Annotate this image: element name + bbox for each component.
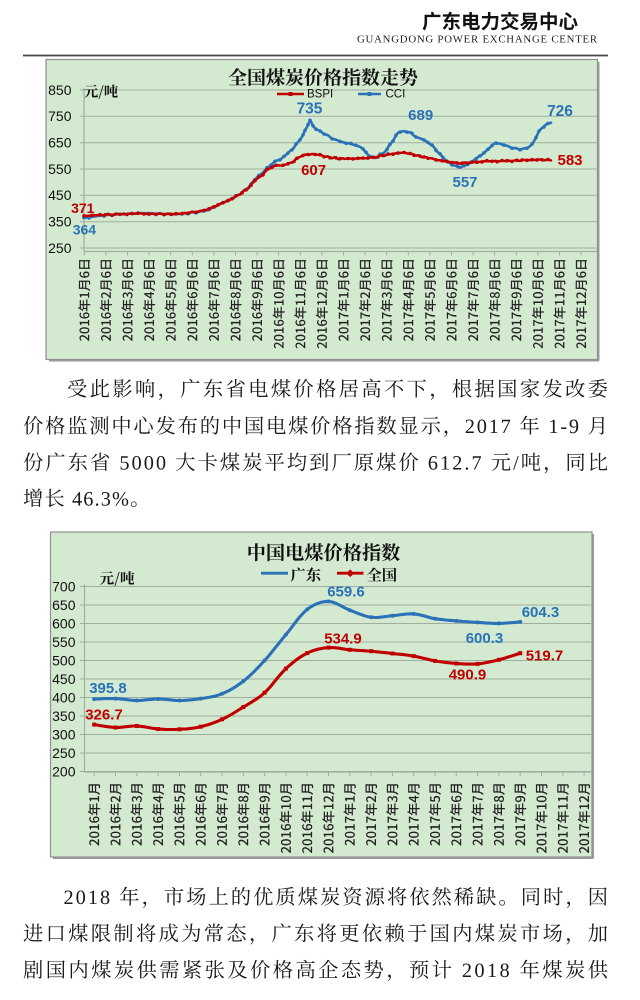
svg-text:750: 750 [48, 108, 72, 124]
svg-text:689: 689 [408, 107, 433, 124]
svg-text:700: 700 [52, 578, 76, 594]
svg-text:350: 350 [52, 708, 76, 724]
svg-text:726: 726 [547, 103, 573, 120]
svg-text:534.9: 534.9 [324, 631, 362, 648]
svg-text:600: 600 [52, 615, 76, 631]
svg-text:300: 300 [52, 726, 76, 742]
svg-text:607: 607 [301, 162, 326, 179]
svg-text:350: 350 [48, 214, 72, 230]
svg-text:200: 200 [52, 763, 76, 779]
svg-text:450: 450 [52, 671, 76, 687]
svg-text:CCI: CCI [386, 89, 406, 101]
svg-text:371: 371 [71, 200, 95, 216]
svg-text:550: 550 [48, 161, 72, 177]
svg-text:364: 364 [73, 222, 97, 238]
svg-text:519.7: 519.7 [526, 648, 564, 665]
svg-text:650: 650 [52, 597, 76, 613]
svg-text:604.3: 604.3 [522, 604, 560, 621]
svg-text:395.8: 395.8 [89, 680, 127, 697]
svg-text:735: 735 [297, 101, 323, 118]
svg-text:GUANGDONG POWER EXCHANGE CE: GUANGDONG POWER EXCHANGE CENTER [357, 34, 598, 46]
svg-text:557: 557 [452, 174, 477, 191]
svg-text:450: 450 [48, 187, 72, 203]
svg-text:600.3: 600.3 [466, 630, 504, 647]
svg-text:583: 583 [557, 152, 582, 169]
svg-text:490.9: 490.9 [449, 667, 487, 684]
svg-text:BSPI: BSPI [307, 89, 333, 101]
svg-text:250: 250 [48, 240, 72, 256]
svg-text:400: 400 [52, 689, 76, 705]
svg-text:550: 550 [52, 634, 76, 650]
svg-text:659.6: 659.6 [327, 584, 365, 601]
svg-text:650: 650 [48, 135, 72, 151]
svg-text:326.7: 326.7 [85, 707, 123, 724]
svg-text:250: 250 [52, 745, 76, 761]
svg-text:850: 850 [48, 82, 72, 98]
svg-text:500: 500 [52, 652, 76, 668]
